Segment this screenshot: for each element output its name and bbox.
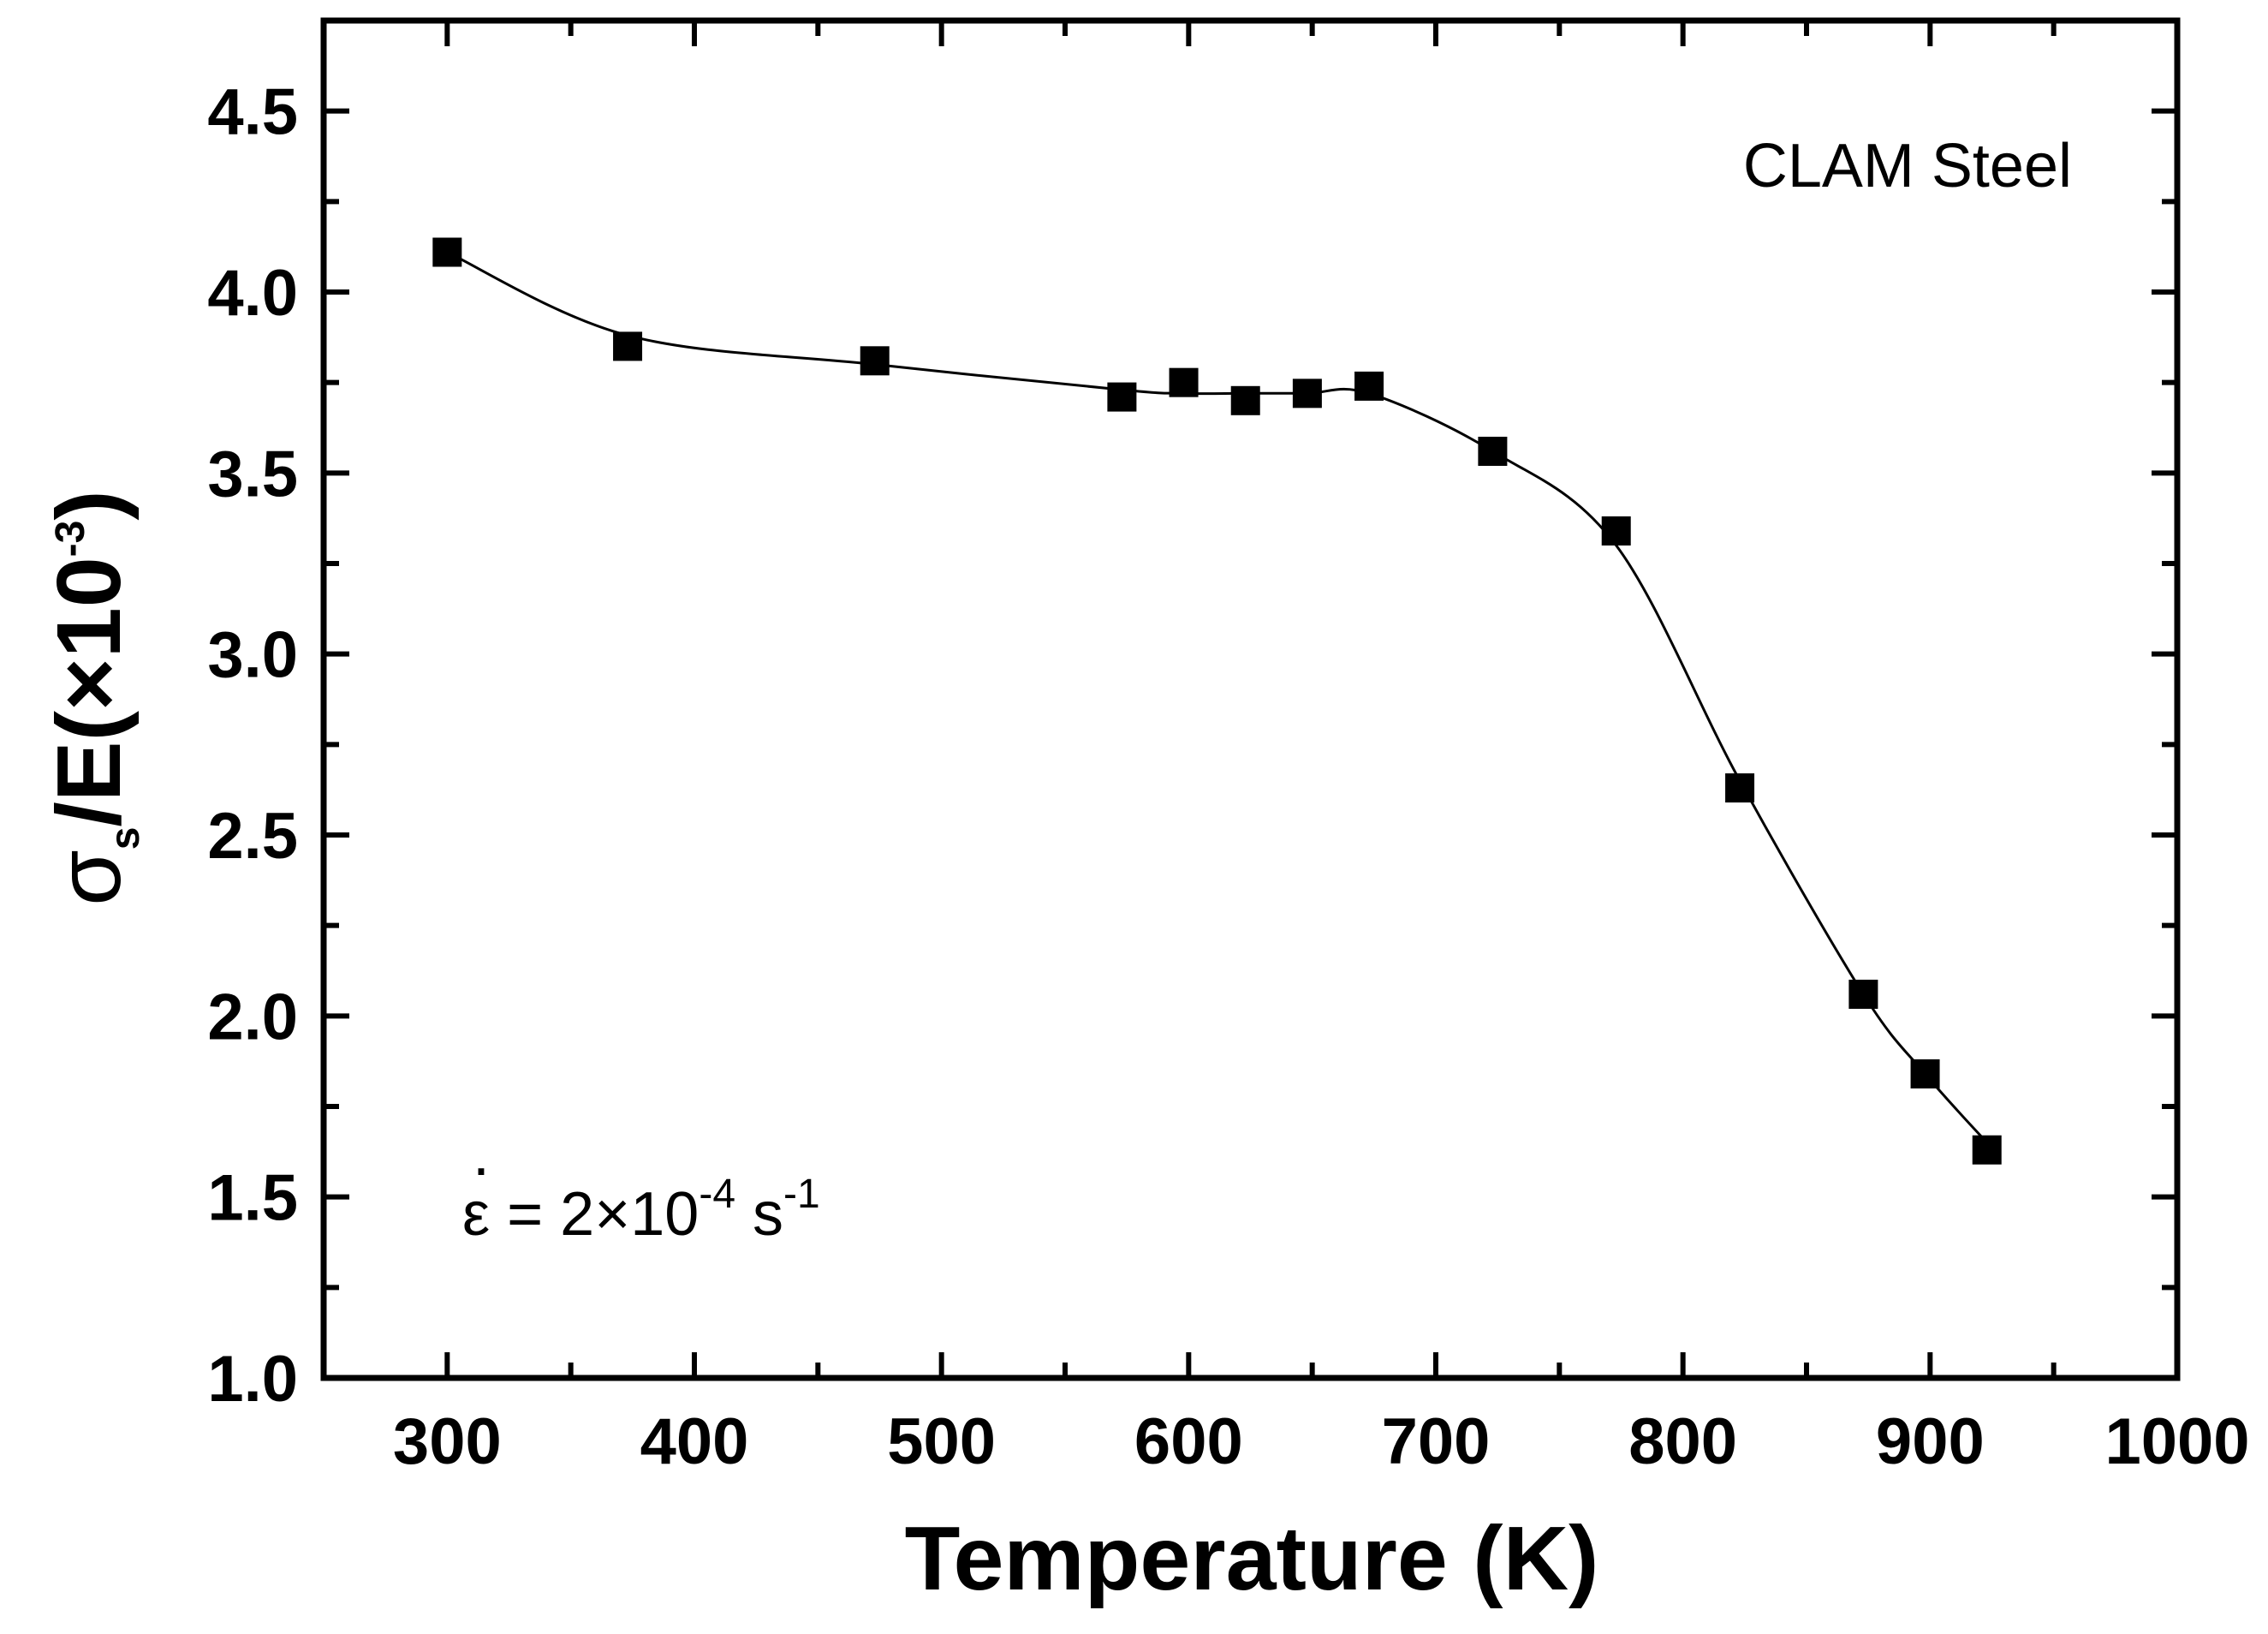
data-point <box>1169 367 1199 397</box>
x-tick-label: 600 <box>1134 1405 1243 1478</box>
data-point <box>1725 773 1755 803</box>
data-point <box>1848 979 1878 1009</box>
material-label: CLAM Steel <box>1743 132 2072 200</box>
strain-rate-text: = 2×10 <box>490 1180 699 1249</box>
y-tick-label: 4.5 <box>207 76 298 149</box>
x-axis-ticks <box>321 21 2180 1378</box>
strain-rate-symbol: ε <box>462 1180 490 1249</box>
strain-rate-dot: · <box>471 1134 491 1202</box>
data-point <box>1107 382 1137 412</box>
x-tick-label: 300 <box>393 1405 502 1478</box>
strain-rate-unit-exponent: -1 <box>783 1172 820 1217</box>
data-point <box>1292 379 1322 408</box>
strain-rate-unit: s <box>735 1180 783 1249</box>
fit-curve <box>446 251 1988 1144</box>
x-axis-title: Temperature (K) <box>905 1508 1599 1609</box>
y-axis-ticks <box>324 18 2177 1381</box>
data-point <box>1910 1059 1940 1088</box>
x-axis-tick-labels: 300 400 500 600 700 800 900 1000 <box>393 1405 2250 1478</box>
x-tick-label: 900 <box>1876 1405 1985 1478</box>
data-markers <box>432 237 2002 1165</box>
y-tick-label: 1.0 <box>207 1343 298 1416</box>
y-tick-label: 4.0 <box>207 257 298 330</box>
x-tick-label: 500 <box>887 1405 996 1478</box>
data-point <box>1354 371 1384 401</box>
data-point <box>1230 385 1260 415</box>
y-axis-title-suffix: ) <box>39 490 140 520</box>
strain-rate-label: ε = 2×10-4 s-1 <box>462 1172 820 1249</box>
x-tick-label: 800 <box>1628 1405 1737 1478</box>
y-axis-title-middle: /E(×10 <box>39 557 140 826</box>
y-tick-label: 2.5 <box>207 800 298 873</box>
data-point <box>1478 436 1508 466</box>
y-axis-title-superscript: -3 <box>48 521 93 558</box>
plot-frame <box>320 17 2181 1381</box>
y-tick-label: 3.5 <box>207 438 298 510</box>
data-point <box>1972 1135 2002 1165</box>
data-point <box>1601 516 1631 546</box>
y-axis-title: σs/E(×10-3) <box>39 490 148 905</box>
strain-rate-exponent: -4 <box>699 1172 735 1217</box>
y-tick-label: 3.0 <box>207 619 298 692</box>
data-point <box>613 331 643 361</box>
y-axis-tick-labels: 1.0 1.5 2.0 2.5 3.0 3.5 4.0 4.5 <box>207 76 298 1416</box>
data-point <box>432 237 462 267</box>
y-tick-label: 1.5 <box>207 1162 298 1235</box>
fit-curve-group <box>446 251 1988 1144</box>
y-tick-label: 2.0 <box>207 981 298 1053</box>
data-point <box>860 346 890 376</box>
y-axis-title-subscript: s <box>103 827 148 850</box>
x-tick-label: 400 <box>640 1405 749 1478</box>
x-tick-label: 700 <box>1382 1405 1491 1478</box>
x-tick-label: 1000 <box>2104 1405 2249 1478</box>
y-axis-title-sigma: σ <box>39 850 140 905</box>
